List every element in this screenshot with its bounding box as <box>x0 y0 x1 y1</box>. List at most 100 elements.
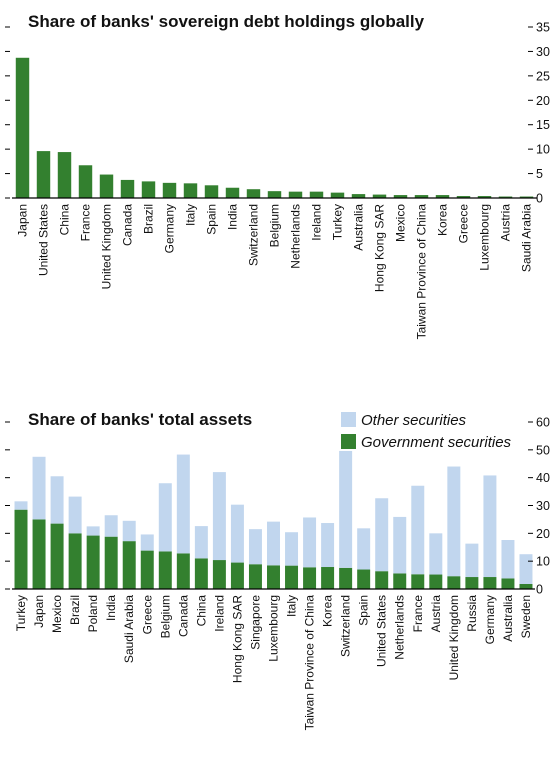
category-label: Spain <box>205 204 219 235</box>
chart-title: Share of banks' sovereign debt holdings … <box>28 12 425 31</box>
category-label: France <box>79 204 93 242</box>
bar-government-securities <box>158 551 172 589</box>
y-tick-label: 0 <box>536 192 543 206</box>
category-label: United Kingdom <box>100 204 114 289</box>
bar-government-securities <box>501 578 515 589</box>
bar <box>225 187 240 198</box>
bar-other-securities <box>411 485 425 575</box>
category-label: United States <box>375 595 389 667</box>
bar-other-securities <box>483 475 497 578</box>
total-assets-chart: Share of banks' total assets Other secur… <box>5 410 550 730</box>
category-label: Ireland <box>212 595 226 632</box>
category-label: Australia <box>501 595 515 642</box>
bar-government-securities <box>230 562 244 589</box>
category-label: Korea <box>321 595 335 627</box>
y-tick-label: 50 <box>536 443 550 457</box>
category-label: Netherlands <box>393 595 407 660</box>
bar-government-securities <box>429 574 443 589</box>
y-tick-label: 35 <box>536 21 550 35</box>
bar-government-securities <box>303 567 317 589</box>
bar <box>498 196 513 198</box>
legend-label-government: Government securities <box>361 434 512 451</box>
bar-other-securities <box>68 496 82 534</box>
category-label: Taiwan Province of China <box>415 204 429 340</box>
category-label: Korea <box>436 204 450 236</box>
bar-other-securities <box>303 517 317 568</box>
bar-government-securities <box>14 509 28 589</box>
bar <box>183 183 198 198</box>
category-label: Mexico <box>394 204 408 242</box>
bar <box>309 191 324 198</box>
category-label: Mexico <box>50 595 64 633</box>
bar-government-securities <box>519 583 533 589</box>
bar-other-securities <box>267 521 280 566</box>
bar-other-securities <box>393 516 407 574</box>
category-label: China <box>58 204 72 236</box>
y-tick-label: 20 <box>536 94 550 108</box>
bar-other-securities <box>230 504 244 563</box>
bar-other-securities <box>140 534 154 551</box>
bar-other-securities <box>158 483 172 552</box>
category-label: Japan <box>32 595 46 628</box>
bar-government-securities <box>267 565 280 589</box>
y-tick-label: 5 <box>536 167 543 181</box>
bar-other-securities <box>519 554 533 584</box>
bar-other-securities <box>357 528 371 570</box>
category-label: India <box>226 204 240 230</box>
category-label: United States <box>37 204 51 276</box>
bar <box>351 194 366 198</box>
bar <box>414 195 429 198</box>
category-label: Russia <box>465 595 479 632</box>
bar-government-securities <box>32 519 46 589</box>
category-label: Germany <box>163 204 177 253</box>
category-label: Belgium <box>268 204 282 247</box>
category-label: Taiwan Province of China <box>303 595 317 731</box>
category-label: Japan <box>16 204 30 237</box>
category-label: Saudi Arabia <box>520 204 534 272</box>
bar-government-securities <box>483 577 497 589</box>
bar-government-securities <box>465 577 479 589</box>
bars <box>15 57 534 198</box>
category-label: United Kingdom <box>447 595 461 680</box>
bar-other-securities <box>104 515 118 537</box>
bar <box>99 174 114 198</box>
category-label: India <box>104 595 118 621</box>
bar-government-securities <box>122 541 136 589</box>
bar-government-securities <box>411 574 425 589</box>
category-label: Luxembourg <box>267 595 281 662</box>
bar-other-securities <box>176 454 190 554</box>
bar-government-securities <box>194 558 208 589</box>
bar-government-securities <box>140 550 154 589</box>
bar <box>372 194 387 198</box>
bar <box>393 195 408 198</box>
bar <box>204 185 219 198</box>
bar-government-securities <box>375 571 389 589</box>
sovereign-debt-chart: Share of banks' sovereign debt holdings … <box>5 12 550 339</box>
bar-government-securities <box>285 565 299 589</box>
y-axis: 0 5 10 15 20 25 30 35 <box>5 21 550 206</box>
category-label: Luxembourg <box>478 204 492 271</box>
y-axis: 0 10 20 30 40 50 60 <box>5 416 550 597</box>
y-tick-label: 10 <box>536 555 550 569</box>
category-label: Hong Kong SAR <box>373 204 387 292</box>
bar-government-securities <box>248 564 262 589</box>
bar <box>15 57 30 198</box>
bar-government-securities <box>447 576 461 589</box>
bar-other-securities <box>375 498 389 572</box>
y-tick-label: 15 <box>536 118 550 132</box>
bar <box>162 182 177 198</box>
chart-title: Share of banks' total assets <box>28 410 252 429</box>
category-label: Greece <box>140 595 154 635</box>
bar <box>477 196 492 198</box>
category-label: Brazil <box>68 595 82 625</box>
category-label: Australia <box>352 204 366 251</box>
category-label: Belgium <box>158 595 172 638</box>
category-label: Greece <box>457 204 471 244</box>
category-label: China <box>194 595 208 627</box>
bar-other-securities <box>447 466 461 577</box>
bar <box>519 196 534 198</box>
category-label: Germany <box>483 595 497 644</box>
category-label: Hong Kong SAR <box>230 595 244 683</box>
bar-government-securities <box>104 536 118 589</box>
